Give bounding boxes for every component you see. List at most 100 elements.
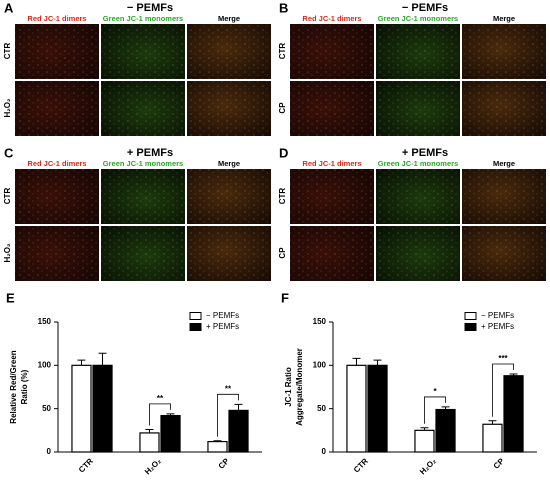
x-tick-label: CP xyxy=(217,456,232,471)
error-bar xyxy=(213,440,222,442)
error-bar xyxy=(166,413,175,416)
panel-letter: B xyxy=(279,0,288,15)
micrograph-texture xyxy=(101,81,185,136)
micrograph-texture xyxy=(101,24,185,79)
column-header: Merge xyxy=(218,159,240,168)
micrograph-texture xyxy=(187,169,271,224)
bar xyxy=(71,364,92,453)
y-axis-label: JC-1 Ratio xyxy=(284,367,293,407)
significance-label: ** xyxy=(157,394,164,403)
panel-title: + PEMFs xyxy=(402,147,448,159)
x-tick-label: H₂O₂ xyxy=(418,456,438,476)
column-header: Red JC-1 dimers xyxy=(27,14,86,23)
bar xyxy=(139,432,160,453)
micrograph-texture xyxy=(101,226,185,281)
legend-label: + PEMFs xyxy=(206,322,239,331)
significance-label: * xyxy=(433,387,437,396)
legend-swatch xyxy=(464,312,477,320)
bar xyxy=(414,429,435,453)
error-bar xyxy=(441,406,450,410)
error-bar xyxy=(373,359,382,366)
significance-bracket xyxy=(149,403,171,426)
legend-label: − PEMFs xyxy=(481,311,514,320)
micrograph-texture xyxy=(290,81,374,136)
micrograph-texture xyxy=(376,81,460,136)
y-axis-label: Relative Red/Green xyxy=(9,350,18,423)
legend-label: − PEMFs xyxy=(206,311,239,320)
panel-letter: C xyxy=(4,145,14,160)
panel-title: − PEMFs xyxy=(127,2,173,14)
significance-bracket xyxy=(217,393,239,437)
micrograph-texture xyxy=(187,24,271,79)
x-tick-label: CTR xyxy=(352,456,370,474)
legend-label: + PEMFs xyxy=(481,322,514,331)
micrograph-texture xyxy=(462,24,546,79)
error-bar xyxy=(352,357,361,366)
micrograph-texture xyxy=(290,24,374,79)
y-tick-label: 150 xyxy=(313,317,327,326)
significance-label: *** xyxy=(498,354,508,363)
micrograph-texture xyxy=(462,169,546,224)
panel-title: + PEMFs xyxy=(127,147,173,159)
row-label: CTR xyxy=(278,43,287,60)
row-label: H₂O₂ xyxy=(3,243,12,263)
error-bar xyxy=(234,403,243,411)
error-bar xyxy=(488,420,497,425)
y-tick-label: 0 xyxy=(322,447,327,456)
micrograph-texture xyxy=(15,81,99,136)
bar xyxy=(228,409,249,453)
row-label: H₂O₂ xyxy=(3,98,12,118)
column-header: Merge xyxy=(493,14,515,23)
panel-letter: D xyxy=(279,145,288,160)
y-tick-label: 150 xyxy=(38,317,52,326)
row-label: CP xyxy=(278,247,287,259)
bar xyxy=(160,415,181,453)
y-tick-label: 50 xyxy=(317,404,326,413)
row-label: CTR xyxy=(3,188,12,205)
y-tick-label: 100 xyxy=(313,360,327,369)
column-header: Merge xyxy=(218,14,240,23)
column-header: Red JC-1 dimers xyxy=(302,159,361,168)
error-bar xyxy=(145,428,154,433)
x-tick-label: H₂O₂ xyxy=(143,456,163,476)
row-label: CP xyxy=(278,102,287,114)
micrograph-texture xyxy=(15,226,99,281)
micrograph-texture xyxy=(101,169,185,224)
bar xyxy=(367,364,388,453)
legend-swatch xyxy=(189,312,202,320)
column-header: Green JC-1 monomers xyxy=(378,14,458,23)
significance-bracket xyxy=(424,396,446,424)
micrograph-texture xyxy=(187,81,271,136)
panel-letter: E xyxy=(6,290,15,305)
micrograph-texture xyxy=(462,81,546,136)
row-label: CTR xyxy=(278,188,287,205)
error-bar xyxy=(420,427,429,431)
column-header: Merge xyxy=(493,159,515,168)
micrograph-texture xyxy=(15,24,99,79)
bar xyxy=(207,441,228,453)
row-label: CTR xyxy=(3,43,12,60)
error-bar xyxy=(509,373,518,376)
micrograph-texture xyxy=(376,226,460,281)
micrograph-texture xyxy=(290,169,374,224)
column-header: Green JC-1 monomers xyxy=(378,159,458,168)
bar xyxy=(346,364,367,453)
column-header: Green JC-1 monomers xyxy=(103,159,183,168)
column-header: Red JC-1 dimers xyxy=(302,14,361,23)
error-bar xyxy=(77,359,86,366)
panel-letter: F xyxy=(281,290,289,305)
y-axis-label: Aggregate/Monomer xyxy=(295,348,304,426)
error-bar xyxy=(98,352,107,366)
significance-bracket xyxy=(492,363,514,417)
legend-swatch xyxy=(189,323,202,331)
legend-swatch xyxy=(464,323,477,331)
x-tick-label: CTR xyxy=(77,456,95,474)
column-header: Green JC-1 monomers xyxy=(103,14,183,23)
panel-title: − PEMFs xyxy=(402,2,448,14)
panel-letter: A xyxy=(4,0,14,15)
y-tick-label: 50 xyxy=(42,404,51,413)
bar xyxy=(503,375,524,453)
micrograph-texture xyxy=(462,226,546,281)
y-axis-label: Ratio (%) xyxy=(20,369,29,404)
